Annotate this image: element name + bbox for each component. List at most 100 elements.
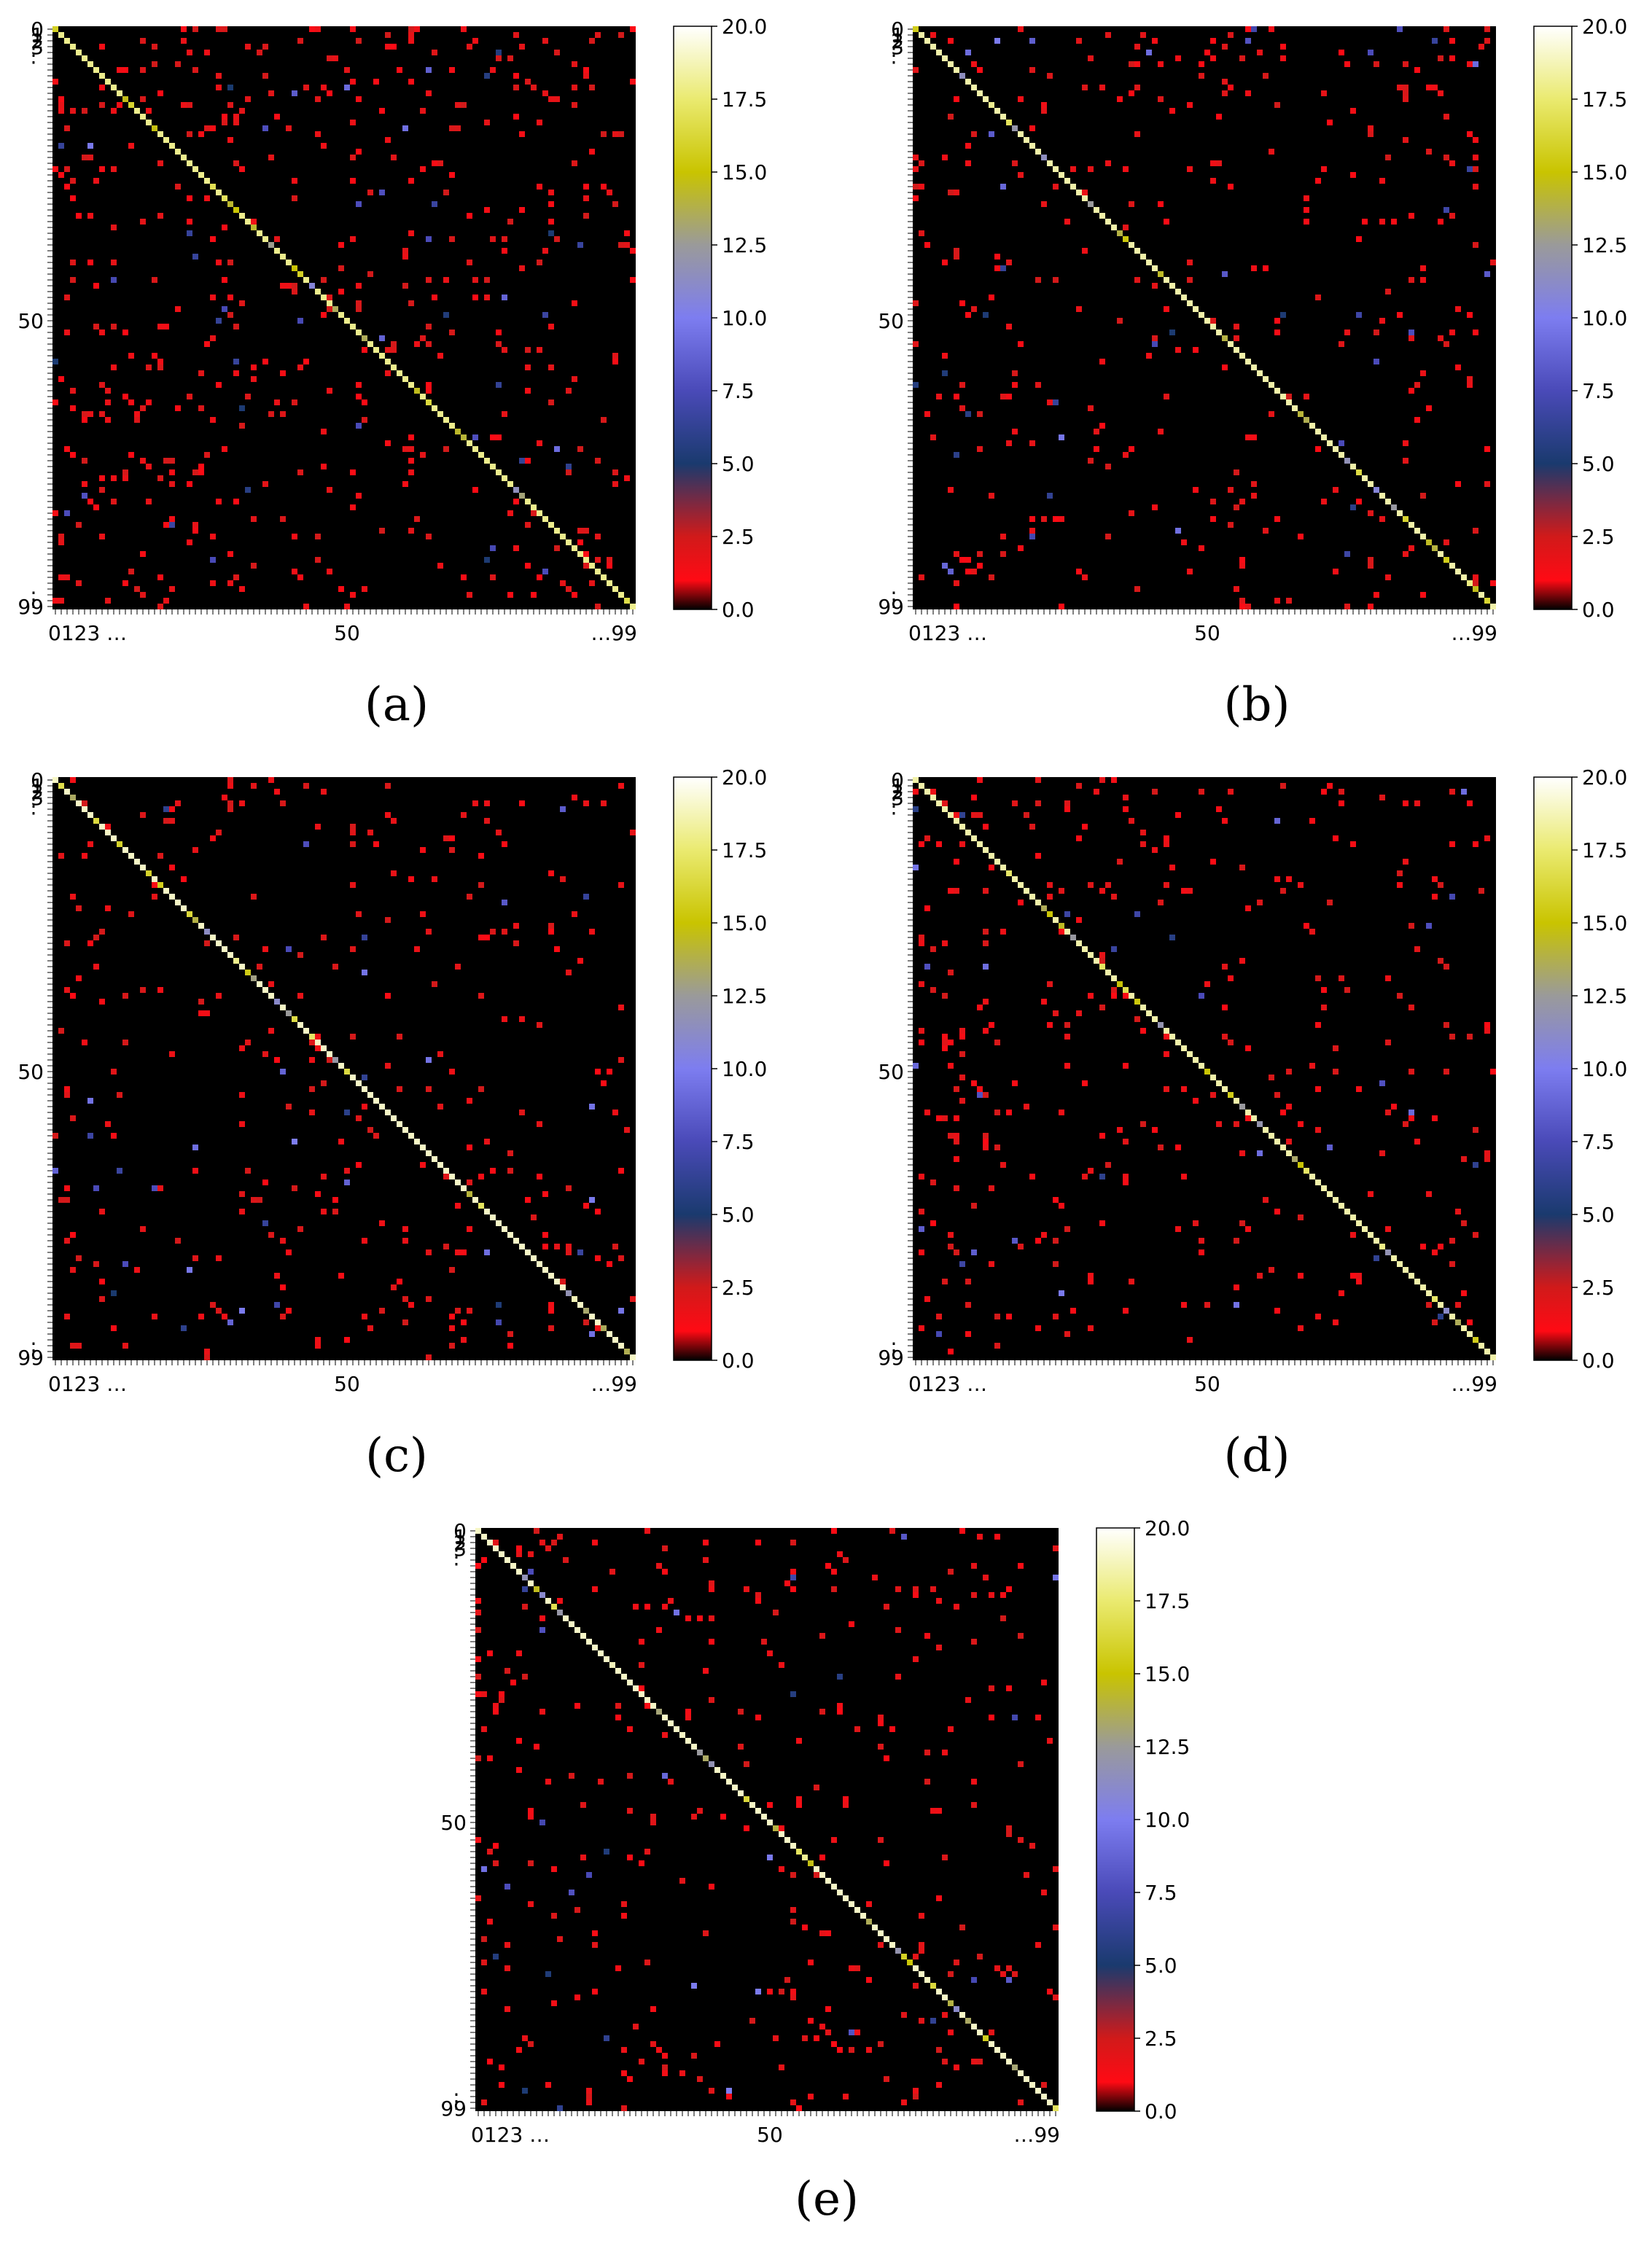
- heatmap-cell: [1059, 888, 1064, 894]
- y-tick-label: 0: [891, 768, 904, 792]
- heatmap-cell: [268, 1028, 274, 1034]
- heatmap-cell: [1321, 166, 1327, 172]
- heatmap-cell: [157, 160, 163, 166]
- heatmap-cell: [930, 1586, 936, 1592]
- heatmap-cell: [496, 1319, 502, 1325]
- heatmap-cell: [592, 1989, 598, 1995]
- heatmap-cell: [502, 295, 507, 300]
- heatmap-cell: [557, 1936, 563, 1942]
- heatmap-cell: [542, 1267, 548, 1273]
- heatmap-cell: [586, 2099, 592, 2105]
- heatmap-cell: [70, 1232, 76, 1238]
- heatmap-cell: [327, 306, 332, 312]
- x-tick-label: 50: [1194, 621, 1220, 645]
- heatmap-cell: [1269, 1267, 1274, 1273]
- heatmap-cell: [901, 1954, 907, 1960]
- heatmap-cell: [548, 1302, 554, 1308]
- heatmap-cell: [475, 1755, 481, 1761]
- heatmap-cell: [685, 1615, 691, 1621]
- heatmap-cell: [889, 1528, 895, 1534]
- heatmap-cell: [373, 79, 379, 85]
- heatmap-cell: [87, 1133, 93, 1139]
- heatmap-cell: [157, 574, 163, 580]
- heatmap-cell: [1175, 1145, 1181, 1150]
- heatmap-cell: [1315, 1314, 1321, 1319]
- heatmap-cell: [948, 1040, 954, 1045]
- heatmap-cell: [99, 166, 105, 172]
- heatmap-cell: [204, 929, 210, 935]
- heatmap-cell: [668, 1779, 674, 1785]
- heatmap-cell: [1251, 493, 1257, 499]
- heatmap-cell: [679, 1878, 685, 1884]
- heatmap-cell: [1315, 975, 1321, 981]
- heatmap-cell: [519, 800, 525, 806]
- heatmap-cell: [245, 1040, 251, 1045]
- heatmap-cell: [1053, 917, 1059, 923]
- heatmap-cell: [796, 1796, 802, 1802]
- heatmap-cell: [490, 236, 496, 242]
- heatmap-cell: [1029, 2082, 1035, 2088]
- heatmap-cell: [566, 1249, 572, 1255]
- heatmap-cell: [140, 96, 146, 102]
- heatmap-cell: [99, 929, 105, 935]
- heatmap-cell: [1420, 534, 1426, 539]
- heatmap-cell: [1140, 1028, 1146, 1034]
- heatmap-cell: [630, 277, 636, 283]
- heatmap-cell: [1455, 1209, 1461, 1214]
- heatmap-cell: [537, 1174, 542, 1179]
- y-tick-label: 0: [31, 768, 44, 792]
- heatmap-cell: [461, 102, 467, 108]
- heatmap-cell: [157, 1185, 163, 1191]
- heatmap-cell: [327, 90, 332, 96]
- heatmap-cell: [548, 190, 554, 195]
- heatmap-cell: [233, 120, 239, 125]
- heatmap-cell: [1473, 1162, 1478, 1168]
- heatmap-cell: [650, 1820, 656, 1825]
- heatmap-cell: [534, 1528, 539, 1534]
- heatmap-cell: [70, 795, 76, 800]
- heatmap-cell: [321, 789, 327, 795]
- heatmap-cell: [1024, 1104, 1029, 1110]
- heatmap-cell: [475, 1598, 481, 1604]
- heatmap-cell: [262, 73, 268, 79]
- heatmap-cell: [391, 1284, 397, 1290]
- heatmap-cell: [513, 499, 519, 504]
- heatmap-cell: [1490, 1354, 1496, 1360]
- heatmap-cell: [971, 812, 977, 818]
- heatmap-cell: [583, 800, 589, 806]
- heatmap-cell: [1047, 882, 1053, 888]
- heatmap-cell: [268, 411, 274, 417]
- heatmap-cell: [192, 26, 198, 32]
- heatmap-cell: [1473, 841, 1478, 847]
- heatmap-cell: [1099, 1133, 1105, 1139]
- heatmap-cell: [239, 300, 245, 306]
- heatmap-cell: [1443, 155, 1449, 160]
- heatmap-cell: [222, 795, 227, 800]
- heatmap-cell: [1432, 1115, 1438, 1121]
- heatmap-cell: [152, 44, 157, 50]
- heatmap-cell: [210, 835, 216, 841]
- heatmap-cell: [64, 574, 70, 580]
- heatmap-cell: [1438, 1244, 1443, 1249]
- heatmap-cell: [362, 970, 367, 975]
- heatmap-cell: [1286, 399, 1292, 405]
- heatmap-cell: [315, 1040, 321, 1045]
- heatmap-cell: [936, 1314, 942, 1319]
- heatmap-cell: [140, 1226, 146, 1232]
- heatmap-cell: [227, 201, 233, 207]
- heatmap-cell: [1047, 399, 1053, 405]
- heatmap-cell: [592, 1942, 598, 1948]
- heatmap-cell: [76, 975, 82, 981]
- heatmap-cell: [994, 1314, 1000, 1319]
- heatmap-cell: [157, 882, 163, 888]
- heatmap-cell: [163, 888, 169, 894]
- heatmap-cell: [426, 1057, 432, 1063]
- heatmap-cell: [70, 108, 76, 114]
- heatmap-cell: [350, 120, 356, 125]
- heatmap-cell: [82, 155, 87, 160]
- heatmap-cell: [461, 26, 467, 32]
- heatmap-cell: [1234, 504, 1239, 510]
- heatmap-cell: [639, 1662, 644, 1668]
- heatmap-cell: [1333, 1197, 1339, 1203]
- heatmap-cell: [703, 1755, 709, 1761]
